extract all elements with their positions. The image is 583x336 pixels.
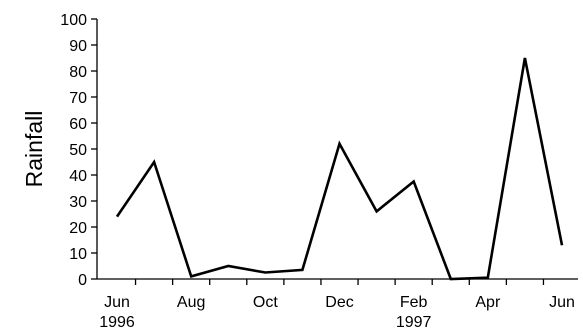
series-group: [115, 57, 564, 281]
x-tick-label: Feb: [400, 294, 428, 311]
y-tick-label: 70: [69, 90, 87, 107]
y-tick-label: 30: [69, 194, 87, 211]
x-tick-label: Dec: [325, 294, 353, 311]
y-tick-label: 10: [69, 246, 87, 263]
y-tick-label: 0: [78, 272, 87, 289]
y-tick-label: 40: [69, 168, 87, 185]
y-axis: 0 10 20 30 40 50 60 70 80 90 100: [60, 12, 98, 289]
x-tick-label: Jun: [549, 294, 575, 311]
y-tick-label: 50: [69, 142, 87, 159]
x-tick-label: Jun: [104, 294, 130, 311]
x-tick-label: 1996: [99, 314, 135, 331]
x-tick-label: Aug: [177, 294, 205, 311]
x-axis: Jun 1996 Aug Oct Dec Feb 1997 Apr Jun: [97, 278, 578, 331]
y-tick-label: 90: [69, 38, 87, 55]
y-tick-label: 100: [60, 12, 87, 29]
x-tick-label: 1997: [396, 314, 432, 331]
x-tick-label: Oct: [253, 294, 278, 311]
y-tick-label: 60: [69, 116, 87, 133]
x-tick-label: Apr: [475, 294, 501, 311]
y-tick-label: 20: [69, 220, 87, 237]
y-tick-label: 80: [69, 64, 87, 81]
y-axis-title: Rainfall: [21, 111, 47, 188]
rainfall-line: [115, 57, 564, 281]
